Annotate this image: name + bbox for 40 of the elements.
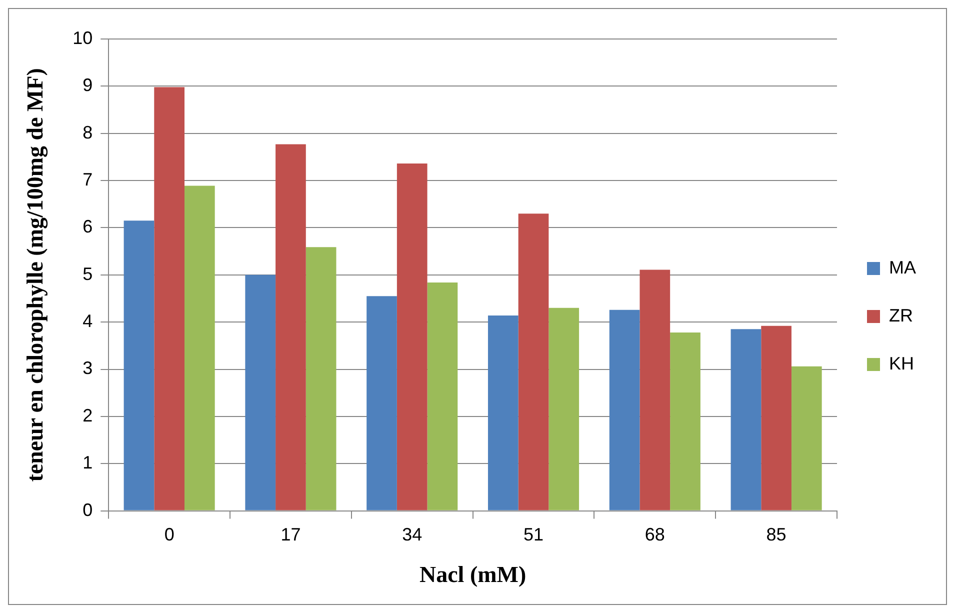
bar <box>488 315 518 510</box>
y-axis-title: teneur en chlorophylle (mg/100mg de MF) <box>22 68 49 482</box>
y-tick-label: 6 <box>82 216 93 237</box>
bar <box>791 366 822 510</box>
x-tick-label: 17 <box>280 524 301 545</box>
y-tick-label: 0 <box>82 500 93 520</box>
legend-label: MA <box>889 257 916 278</box>
bar <box>730 329 762 510</box>
bar <box>396 164 428 510</box>
x-tick-label: 51 <box>523 524 544 545</box>
bar <box>518 214 549 510</box>
y-tick-label: 1 <box>82 452 93 473</box>
bar <box>276 144 306 510</box>
legend-label: ZR <box>889 305 913 326</box>
bar <box>670 332 700 510</box>
bar <box>124 220 154 510</box>
x-axis-title: Nacl (mM) <box>419 562 526 588</box>
y-tick-label: 4 <box>82 311 93 332</box>
y-tick-label: 9 <box>82 75 93 96</box>
bar <box>640 270 670 510</box>
x-tick-label: 85 <box>766 524 786 545</box>
y-tick-label: 7 <box>82 170 93 190</box>
x-tick-label: 34 <box>402 524 422 545</box>
x-tick-label: 0 <box>164 524 174 545</box>
x-tick-label: 68 <box>644 524 665 545</box>
bar <box>761 326 792 510</box>
bar <box>548 308 580 510</box>
bar <box>306 247 336 510</box>
y-tick-label: 3 <box>82 358 93 378</box>
bar <box>184 186 215 510</box>
bar <box>245 274 276 510</box>
bar <box>366 296 397 510</box>
y-tick-label: 8 <box>82 122 93 142</box>
bar <box>609 310 640 510</box>
bar <box>427 282 458 510</box>
y-tick-label: 5 <box>82 264 93 284</box>
bar <box>154 87 184 510</box>
legend-label: KH <box>889 353 914 374</box>
y-tick-label: 10 <box>72 28 93 48</box>
y-tick-label: 2 <box>82 405 93 426</box>
